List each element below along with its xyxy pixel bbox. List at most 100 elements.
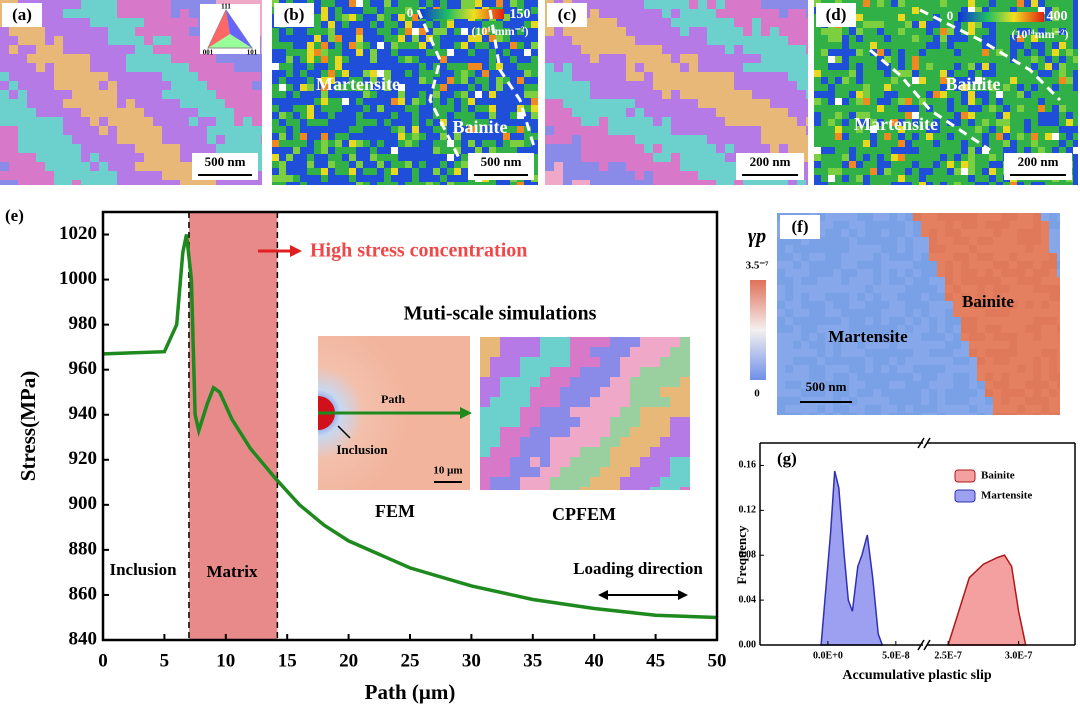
grain <box>81 90 91 100</box>
grain <box>300 168 308 176</box>
grain <box>898 140 906 148</box>
grain <box>342 70 350 78</box>
grain <box>817 229 826 238</box>
grain <box>328 133 336 141</box>
grain <box>989 77 997 85</box>
grain <box>384 21 392 29</box>
grain <box>926 119 934 127</box>
grain <box>580 477 591 488</box>
grain <box>968 21 976 29</box>
grain <box>985 261 994 270</box>
grain <box>814 112 822 120</box>
grain <box>680 162 690 172</box>
grain <box>286 154 294 162</box>
grain <box>405 42 413 50</box>
grain <box>0 81 10 91</box>
grain <box>982 126 990 134</box>
grain <box>912 84 920 92</box>
grain <box>496 133 504 141</box>
grain <box>335 70 343 78</box>
grain <box>490 347 501 358</box>
grain <box>877 119 885 127</box>
grain <box>1057 325 1060 334</box>
grain <box>314 182 322 185</box>
grain <box>461 147 469 155</box>
grain <box>945 317 954 326</box>
grain <box>626 90 636 100</box>
grain <box>856 49 864 57</box>
grain <box>398 147 406 155</box>
grain <box>328 182 336 185</box>
grain <box>63 171 73 181</box>
charts: 0 5 10 15 20 25 30 35 40 45 5084086088090092094096… <box>16 210 1076 704</box>
grain <box>937 405 946 414</box>
grain <box>897 261 906 270</box>
grain <box>1031 35 1039 43</box>
grain <box>937 373 946 382</box>
grain <box>865 341 874 350</box>
grain <box>144 27 154 37</box>
grain <box>777 357 786 366</box>
grain <box>779 144 789 154</box>
grain <box>54 117 64 127</box>
region-label: Martensite <box>316 74 400 94</box>
grain <box>977 373 986 382</box>
grain <box>1010 112 1018 120</box>
grain <box>590 144 600 154</box>
grain <box>144 144 154 154</box>
grain <box>189 90 199 100</box>
grain <box>356 140 364 148</box>
grain <box>877 182 885 185</box>
grain <box>503 35 511 43</box>
grain <box>856 147 864 155</box>
grain <box>126 135 136 145</box>
grain <box>117 63 127 73</box>
grain <box>919 105 927 113</box>
grain <box>517 56 525 64</box>
grain <box>929 293 938 302</box>
grain <box>144 72 154 82</box>
grain <box>801 333 810 342</box>
grain <box>671 144 681 154</box>
grain <box>580 487 591 490</box>
labels: (a) 111 001 101 500 nm (b) 0 150 (10¹⁴mm… <box>2 3 1072 600</box>
grain <box>821 133 829 141</box>
grain <box>563 162 573 172</box>
grain <box>1073 35 1078 43</box>
grain <box>977 301 986 310</box>
grain <box>947 105 955 113</box>
grain <box>461 175 469 183</box>
grain <box>480 487 491 490</box>
grain <box>975 98 983 106</box>
grain <box>825 293 834 302</box>
grain <box>0 171 10 181</box>
grain <box>660 477 671 488</box>
grain <box>940 119 948 127</box>
grain <box>524 63 532 71</box>
grain <box>489 147 497 155</box>
grain <box>171 153 181 163</box>
grain <box>698 9 708 19</box>
grain <box>300 49 308 57</box>
y-tick-label: 0.08 <box>739 550 757 561</box>
grain <box>680 437 690 448</box>
grain <box>433 175 441 183</box>
grain <box>1024 105 1032 113</box>
grain <box>1017 365 1026 374</box>
grain <box>81 144 91 154</box>
grain <box>863 112 871 120</box>
grain <box>608 144 618 154</box>
grain <box>797 45 807 55</box>
grain <box>1001 309 1010 318</box>
grain <box>814 77 822 85</box>
grain <box>307 182 315 185</box>
grain <box>953 373 962 382</box>
grain <box>863 0 871 8</box>
grain <box>468 126 476 134</box>
grain <box>580 357 591 368</box>
grain <box>234 117 244 127</box>
grain <box>560 487 571 490</box>
grain <box>933 21 941 29</box>
grain <box>1045 182 1053 185</box>
grain <box>913 253 922 262</box>
